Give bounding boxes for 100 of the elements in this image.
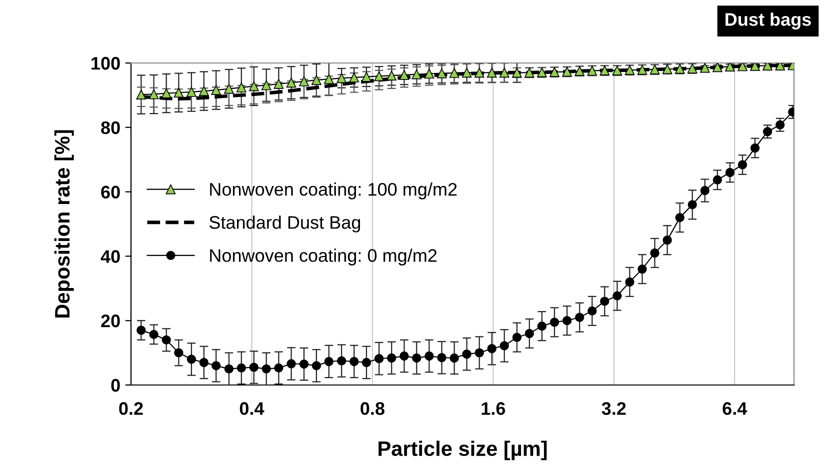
point — [688, 200, 697, 210]
point — [136, 326, 146, 335]
point — [299, 76, 309, 86]
point — [349, 72, 360, 82]
legend-label: Nonwoven coating: 100 mg/m2 — [210, 182, 457, 200]
point — [524, 328, 534, 338]
point — [474, 68, 484, 78]
point — [198, 86, 209, 96]
y-tick-label: 60 — [101, 186, 120, 199]
point — [424, 351, 434, 361]
point — [412, 69, 422, 80]
point — [474, 348, 484, 358]
y-axis-title: Deposition rate [%] — [54, 130, 74, 318]
point — [437, 353, 446, 362]
point — [512, 332, 522, 342]
point — [662, 236, 672, 245]
point — [625, 277, 634, 287]
point — [399, 70, 410, 80]
point — [262, 364, 271, 374]
point — [299, 359, 309, 369]
point — [161, 88, 172, 98]
point — [487, 344, 496, 354]
point — [211, 85, 222, 95]
point — [336, 356, 346, 366]
point — [186, 354, 196, 364]
point — [286, 359, 296, 368]
point — [249, 362, 258, 372]
x-tick-label: 3.2 — [602, 402, 626, 415]
point — [236, 82, 246, 92]
x-tick-label: 0.2 — [119, 402, 143, 415]
y-tick-label: 80 — [101, 121, 120, 134]
point — [486, 68, 497, 78]
point — [762, 63, 772, 71]
y-tick-label: 100 — [92, 56, 120, 70]
x-tick-label: 0.4 — [240, 402, 264, 415]
point — [236, 363, 246, 373]
point — [650, 248, 660, 258]
point — [336, 73, 346, 84]
point — [675, 212, 684, 222]
point — [148, 89, 159, 100]
point — [274, 363, 284, 373]
point — [775, 63, 786, 71]
point — [199, 358, 209, 368]
point — [436, 68, 447, 78]
point — [725, 63, 735, 72]
point — [725, 168, 735, 178]
point — [212, 361, 221, 370]
point — [362, 72, 372, 82]
point — [374, 71, 384, 82]
point — [750, 63, 760, 71]
point — [350, 356, 359, 366]
point — [449, 68, 460, 78]
legend-label: Nonwoven coating: 0 mg/m2 — [210, 248, 437, 266]
legend-label: Standard Dust Bag — [209, 216, 360, 232]
x-tick-label: 6.4 — [722, 402, 748, 415]
point — [712, 63, 722, 72]
point — [562, 316, 572, 326]
y-tick-label: 20 — [101, 314, 120, 328]
point — [712, 175, 722, 184]
point — [312, 361, 322, 370]
point — [149, 330, 158, 340]
point — [638, 264, 647, 274]
point — [600, 296, 610, 306]
point — [762, 127, 772, 136]
x-tick-label: 0.8 — [360, 402, 384, 415]
point — [324, 74, 334, 84]
point — [499, 68, 510, 78]
point — [261, 80, 272, 90]
point — [462, 350, 472, 359]
point — [186, 87, 196, 97]
point — [224, 84, 234, 94]
point — [450, 353, 459, 363]
text: Dust bags — [726, 12, 811, 30]
point — [386, 70, 397, 80]
point — [387, 353, 396, 363]
point — [575, 312, 584, 322]
point — [400, 351, 409, 361]
x-axis-title: Particle size [µm] — [378, 440, 547, 460]
point — [612, 291, 622, 300]
point — [362, 358, 372, 368]
point — [776, 120, 785, 130]
point — [412, 353, 422, 363]
point — [424, 68, 434, 79]
point — [738, 63, 748, 72]
point — [174, 88, 184, 98]
point — [174, 348, 184, 358]
point — [248, 81, 259, 92]
y-tick-label: 0 — [111, 378, 120, 392]
point — [324, 356, 334, 366]
point — [462, 68, 472, 78]
point — [286, 78, 296, 88]
point — [274, 78, 284, 89]
point — [162, 335, 171, 345]
point — [700, 186, 710, 196]
point — [312, 75, 322, 85]
point — [588, 306, 597, 316]
point — [738, 160, 748, 170]
x-tick-label: 1.6 — [482, 402, 506, 415]
point — [136, 90, 146, 100]
y-tick-label: 40 — [100, 250, 120, 263]
